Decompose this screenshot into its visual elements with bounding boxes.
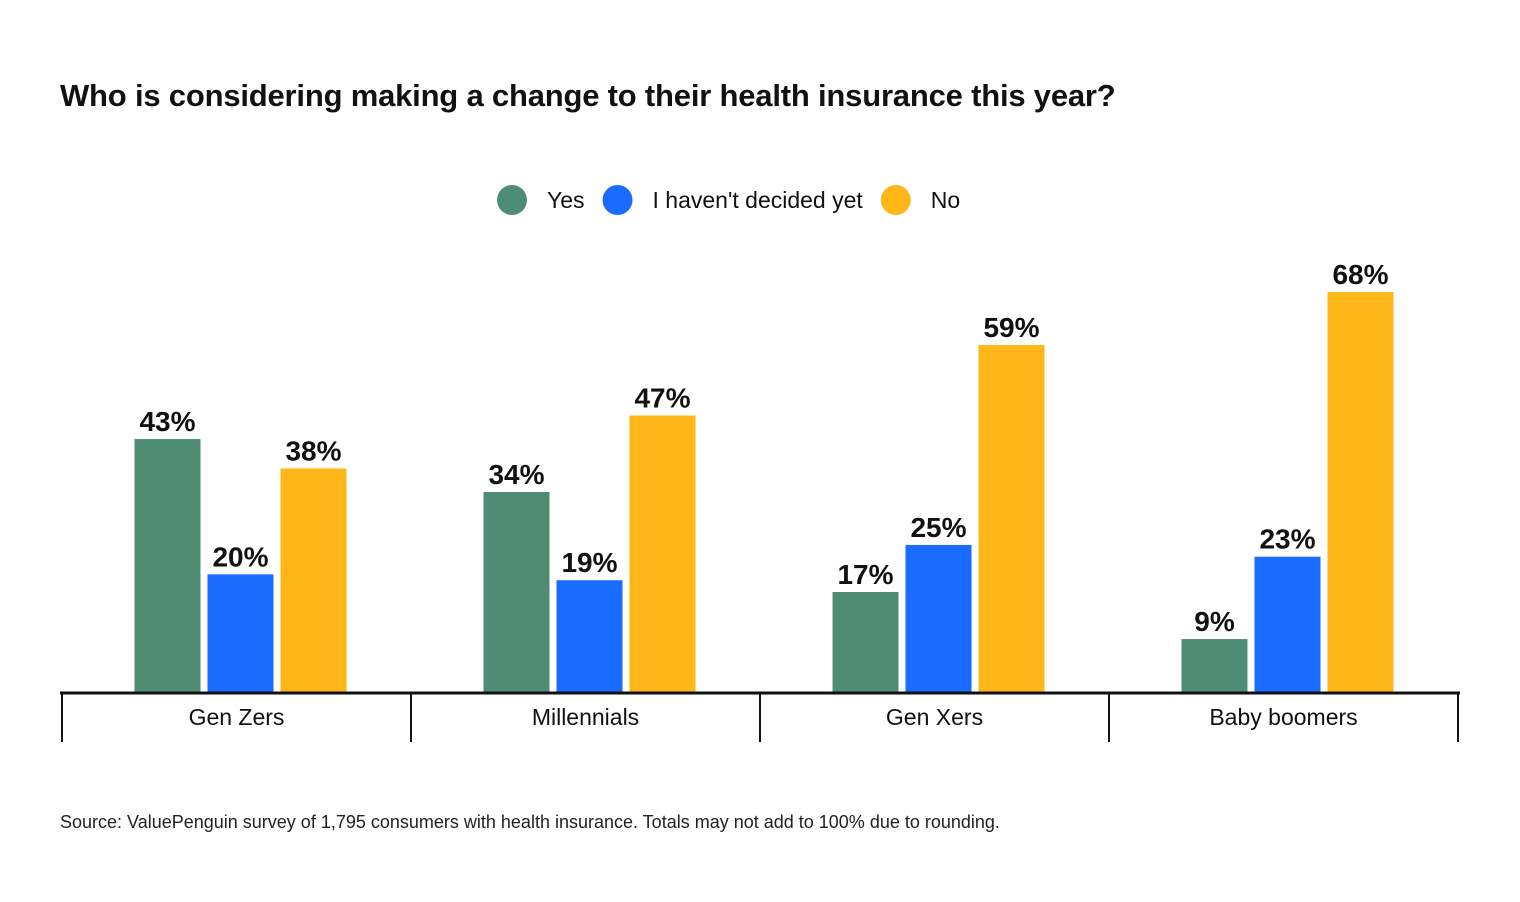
bar-2-2: [978, 344, 1045, 692]
legend-label-2: No: [931, 187, 960, 213]
chart-title: Who is considering making a change to th…: [60, 78, 1116, 113]
legend-swatch-2: [880, 185, 911, 215]
bar-1-2: [629, 415, 696, 692]
x-tick-label-3: Baby boomers: [1209, 704, 1357, 730]
bar-0-1: [207, 574, 274, 692]
data-label-3-2: 68%: [1332, 259, 1388, 290]
bar-3-1: [1254, 556, 1321, 692]
bar-3-0: [1181, 639, 1248, 692]
bar-1-1: [556, 580, 623, 692]
x-tick-label-1: Millennials: [532, 704, 639, 730]
data-label-2-1: 25%: [910, 512, 966, 543]
bar-1-0: [483, 492, 550, 692]
data-label-3-0: 9%: [1194, 606, 1235, 637]
data-label-2-0: 17%: [837, 559, 893, 590]
data-label-3-1: 23%: [1259, 524, 1315, 555]
source-note: Source: ValuePenguin survey of 1,795 con…: [60, 812, 1000, 832]
bar-3-2: [1327, 292, 1394, 692]
data-label-2-2: 59%: [983, 312, 1039, 343]
data-label-1-1: 19%: [561, 547, 617, 578]
bar-2-1: [905, 544, 972, 692]
x-axis: Gen Zers Millennials Gen Xers Baby boomers: [60, 691, 1460, 742]
bar-0-0: [134, 439, 201, 692]
legend-label-0: Yes: [547, 187, 585, 213]
bar-0-2: [280, 468, 347, 692]
chart-bars: 43% 20% 38% 34% 19% 47% 17% 25% 59% 9% 23% 68%: [134, 259, 1394, 692]
x-tick-label-2: Gen Xers: [886, 704, 983, 730]
x-tick-label-0: Gen Zers: [189, 704, 285, 730]
legend-swatch-0: [497, 185, 527, 215]
legend-swatch-1: [602, 185, 633, 215]
data-label-1-0: 34%: [488, 459, 544, 490]
data-label-0-1: 20%: [212, 541, 268, 572]
data-label-0-2: 38%: [285, 435, 341, 466]
bar-2-0: [832, 592, 899, 692]
legend-label-1: I haven't decided yet: [653, 187, 864, 213]
data-label-1-2: 47%: [634, 383, 690, 414]
data-label-0-0: 43%: [139, 406, 195, 437]
chart-legend: Yes I haven't decided yet No: [497, 185, 960, 215]
